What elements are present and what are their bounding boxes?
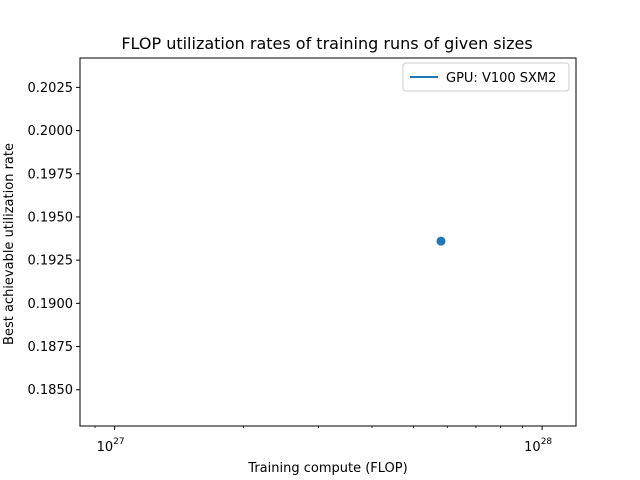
y-tick-label: 0.2025 [28,81,74,96]
plot-area-frame [79,57,577,427]
x-tick-label: 1028 [524,437,552,455]
legend: GPU: V100 SXM2 [402,62,570,92]
x-tick-label: 1027 [97,437,125,455]
y-tick-label: 0.1925 [28,254,74,269]
x-axis-label: Training compute (FLOP) [247,461,407,476]
y-tick-label: 0.1875 [28,340,74,355]
y-axis-label: Best achievable utilization rate [2,143,17,345]
chart-title: FLOP utilization rates of training runs … [121,34,532,53]
y-tick-label: 0.2000 [28,124,74,139]
y-tick-label: 0.1950 [28,210,74,225]
y-tick-label: 0.1975 [28,167,74,182]
y-tick-label: 0.1850 [28,383,74,398]
legend-box [402,62,570,92]
data-points [436,236,446,246]
data-point [436,236,446,246]
y-tick-label: 0.1900 [28,297,74,312]
legend-label-v100: GPU: V100 SXM2 [446,71,556,86]
x-axis-ticks: 1027 1028 [94,426,552,455]
y-axis-ticks: 0.1850 0.1875 0.1900 0.1925 0.1950 0.1975 0.20… [28,81,80,398]
